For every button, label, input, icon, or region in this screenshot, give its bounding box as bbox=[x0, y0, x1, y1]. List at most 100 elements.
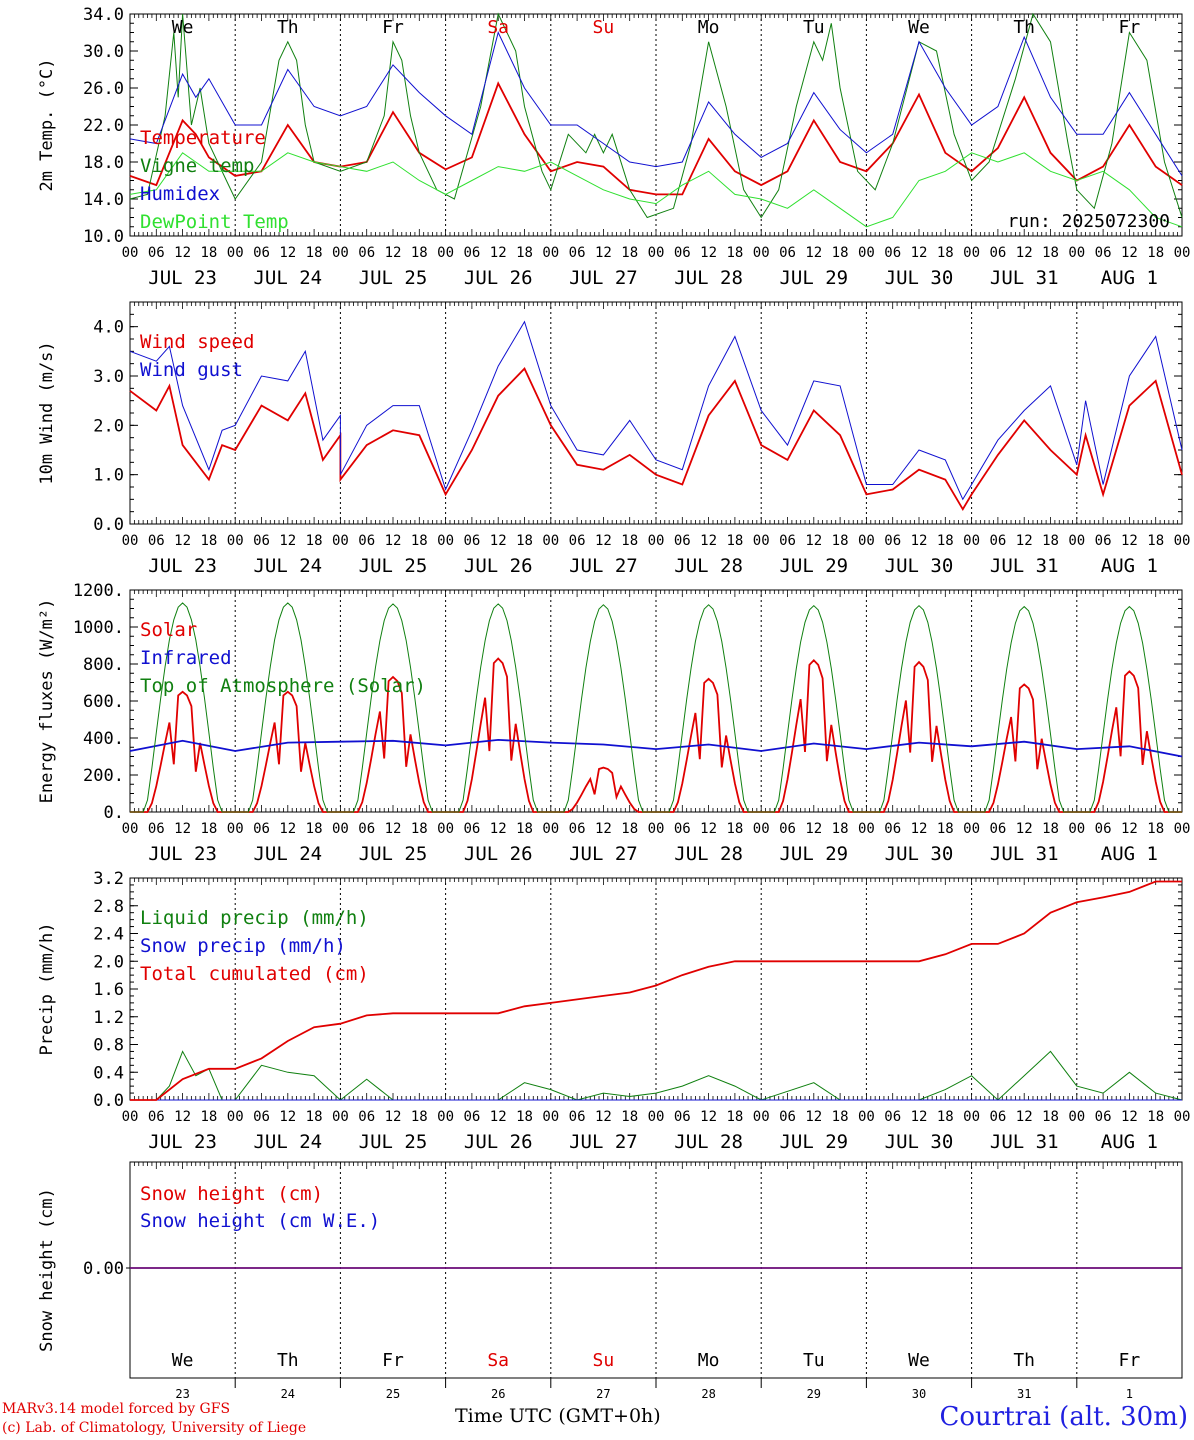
date-label: JUL 31 bbox=[990, 267, 1059, 289]
series-line bbox=[129, 81, 1183, 196]
hour-tick-label: 06 bbox=[779, 245, 796, 261]
series-line bbox=[129, 320, 1183, 501]
hour-tick-label: 06 bbox=[674, 821, 691, 837]
date-label: JUL 31 bbox=[990, 1131, 1059, 1153]
date-label: JUL 27 bbox=[569, 555, 638, 577]
hour-tick-label: 06 bbox=[358, 821, 375, 837]
hour-tick-label: 00 bbox=[648, 1109, 665, 1125]
legend-entry: Top of Atmosphere (Solar) bbox=[140, 675, 426, 697]
day-number-label: 30 bbox=[912, 1387, 926, 1401]
hour-tick-label: 18 bbox=[1147, 821, 1164, 837]
hour-tick-label: 06 bbox=[884, 821, 901, 837]
day-number-label: 31 bbox=[1017, 1387, 1031, 1401]
legend-entry: Total cumulated (cm) bbox=[140, 963, 369, 985]
y-tick-label: 3.2 bbox=[93, 869, 124, 889]
legend-entry: Snow precip (mm/h) bbox=[140, 935, 346, 957]
date-label: JUL 28 bbox=[674, 555, 743, 577]
weekday-label: We bbox=[908, 17, 930, 38]
date-label: JUL 29 bbox=[779, 555, 848, 577]
y-axis-title: Energy fluxes (W/m²) bbox=[37, 599, 57, 804]
hour-tick-label: 12 bbox=[1121, 245, 1138, 261]
hour-tick-label: 06 bbox=[253, 821, 270, 837]
hour-tick-label: 00 bbox=[122, 533, 139, 549]
date-label: JUL 27 bbox=[569, 267, 638, 289]
hour-tick-label: 12 bbox=[385, 821, 402, 837]
legend-entry: Temperature bbox=[140, 127, 266, 149]
weekday-label: Fr bbox=[382, 1350, 404, 1371]
hour-tick-label: 18 bbox=[832, 533, 849, 549]
hour-tick-label: 06 bbox=[148, 821, 165, 837]
hour-tick-label: 18 bbox=[516, 533, 533, 549]
y-tick-label: 0.8 bbox=[93, 1036, 124, 1056]
weekday-label: Mo bbox=[698, 1350, 720, 1371]
weekday-label: Th bbox=[1013, 17, 1035, 38]
hour-tick-label: 12 bbox=[595, 821, 612, 837]
hour-tick-label: 06 bbox=[569, 1109, 586, 1125]
hour-tick-label: 00 bbox=[122, 821, 139, 837]
series-line bbox=[129, 367, 1183, 511]
hour-tick-label: 00 bbox=[542, 1109, 559, 1125]
hour-tick-label: 00 bbox=[858, 821, 875, 837]
hour-tick-label: 12 bbox=[490, 821, 507, 837]
hour-tick-label: 18 bbox=[832, 821, 849, 837]
hour-tick-label: 06 bbox=[989, 533, 1006, 549]
hour-tick-label: 06 bbox=[358, 533, 375, 549]
hour-tick-label: 06 bbox=[989, 821, 1006, 837]
date-label: JUL 24 bbox=[253, 1131, 322, 1153]
hour-tick-label: 00 bbox=[332, 1109, 349, 1125]
y-tick-label: 1200. bbox=[73, 581, 124, 601]
hour-tick-label: 12 bbox=[1016, 533, 1033, 549]
weekday-label: Su bbox=[593, 17, 615, 38]
date-label: JUL 26 bbox=[464, 843, 533, 865]
hour-tick-label: 06 bbox=[884, 1109, 901, 1125]
y-tick-label: 0. bbox=[104, 803, 124, 823]
series-group bbox=[129, 12, 1183, 228]
hour-tick-label: 00 bbox=[648, 533, 665, 549]
hour-tick-label: 00 bbox=[753, 1109, 770, 1125]
y-tick-label: 22.0 bbox=[83, 116, 124, 136]
hour-tick-label: 06 bbox=[148, 533, 165, 549]
legend-entry: Infrared bbox=[140, 647, 232, 669]
legend-entry: Vigne temp bbox=[140, 155, 254, 177]
hour-tick-label: 12 bbox=[1016, 245, 1033, 261]
hour-tick-label: 12 bbox=[385, 1109, 402, 1125]
hour-tick-label: 18 bbox=[200, 1109, 217, 1125]
hour-tick-label: 00 bbox=[437, 821, 454, 837]
y-tick-label: 1.2 bbox=[93, 1008, 124, 1028]
date-label: JUL 28 bbox=[674, 843, 743, 865]
hour-tick-label: 06 bbox=[779, 821, 796, 837]
hour-tick-label: 00 bbox=[122, 245, 139, 261]
hour-tick-label: 12 bbox=[805, 533, 822, 549]
hour-tick-label: 00 bbox=[227, 245, 244, 261]
date-label: JUL 30 bbox=[885, 555, 954, 577]
hour-tick-label: 18 bbox=[411, 1109, 428, 1125]
date-label: JUL 30 bbox=[885, 843, 954, 865]
date-label: JUL 26 bbox=[464, 267, 533, 289]
hour-tick-label: 00 bbox=[542, 533, 559, 549]
date-label: JUL 25 bbox=[359, 267, 428, 289]
hour-tick-label: 18 bbox=[937, 1109, 954, 1125]
date-label: AUG 1 bbox=[1101, 267, 1158, 289]
hour-tick-label: 00 bbox=[1068, 245, 1085, 261]
legend-entry: Wind gust bbox=[140, 359, 243, 381]
hour-tick-label: 12 bbox=[1016, 1109, 1033, 1125]
hour-tick-label: 12 bbox=[1121, 1109, 1138, 1125]
hour-tick-label: 18 bbox=[411, 245, 428, 261]
date-label: JUL 23 bbox=[148, 555, 217, 577]
hour-tick-label: 18 bbox=[937, 245, 954, 261]
hour-tick-label: 18 bbox=[726, 1109, 743, 1125]
hour-tick-label: 06 bbox=[358, 245, 375, 261]
day-number-label: 24 bbox=[281, 1387, 295, 1401]
hour-tick-label: 12 bbox=[174, 1109, 191, 1125]
hour-tick-label: 00 bbox=[963, 245, 980, 261]
y-tick-label: 2.0 bbox=[93, 952, 124, 972]
date-label: JUL 31 bbox=[990, 843, 1059, 865]
hour-tick-label: 06 bbox=[674, 533, 691, 549]
hour-tick-label: 18 bbox=[1042, 1109, 1059, 1125]
hour-tick-label: 00 bbox=[122, 1109, 139, 1125]
date-label: JUL 26 bbox=[464, 1131, 533, 1153]
hour-tick-label: 12 bbox=[490, 533, 507, 549]
hour-tick-label: 18 bbox=[621, 245, 638, 261]
hour-tick-label: 12 bbox=[595, 533, 612, 549]
